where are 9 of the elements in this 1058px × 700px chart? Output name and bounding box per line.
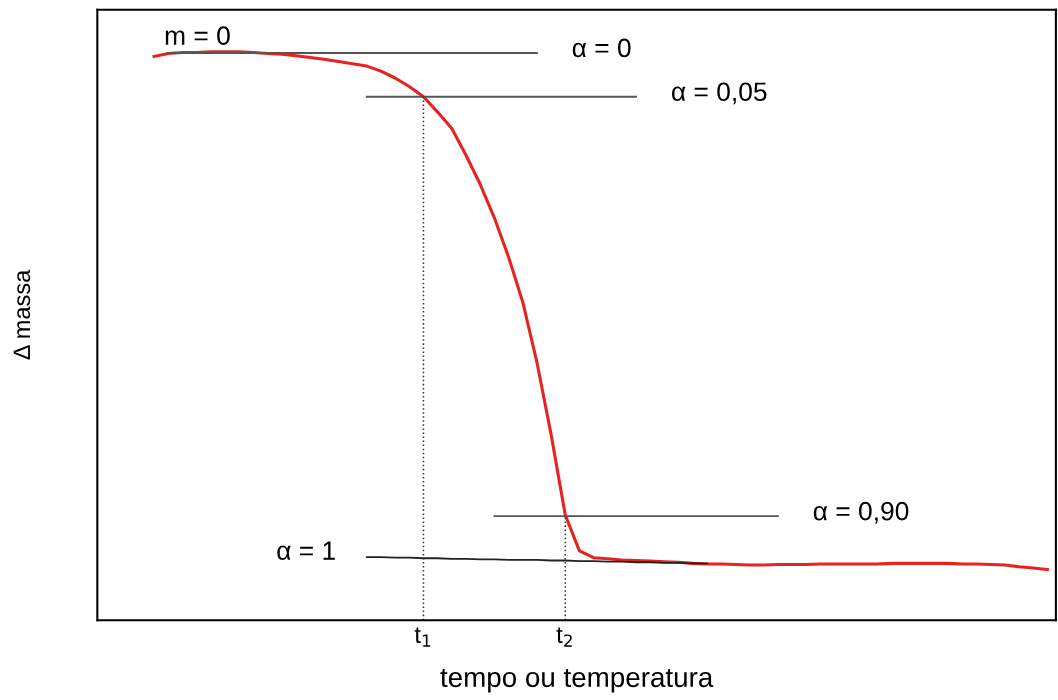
- text: t$_{1}$: [414, 627, 431, 647]
- x-axis-title: tempo ou temperatura: [440, 668, 714, 693]
- annotation: α = 1: [277, 541, 335, 561]
- annotation: α = 0,90: [813, 501, 909, 524]
- annotation: α = 0,05: [672, 82, 767, 105]
- text: t$_{2}$: [556, 627, 572, 647]
- y-axis-title: Δ massa: [13, 269, 31, 360]
- text: m = 0: [165, 26, 230, 45]
- annotation: α = 0: [572, 38, 631, 58]
